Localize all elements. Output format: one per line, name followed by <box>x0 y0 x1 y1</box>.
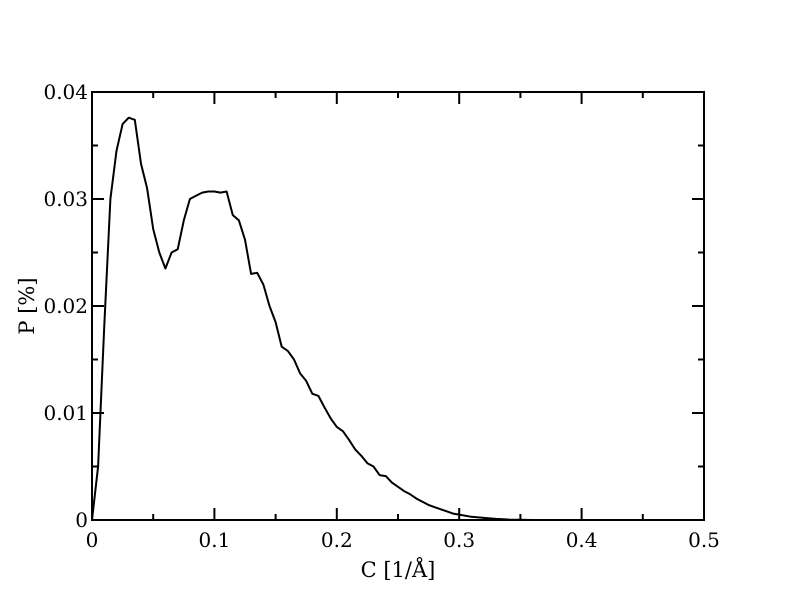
y-tick-labels: 0 0.01 0.02 0.03 0.04 <box>43 80 88 532</box>
y-tick-label: 0.03 <box>43 187 88 211</box>
x-tick-label: 0.4 <box>566 528 598 552</box>
y-axis-label: P [%] <box>15 277 39 334</box>
y-tick-label: 0.01 <box>43 401 88 425</box>
x-tick-label: 0 <box>86 528 99 552</box>
series-line <box>91 116 539 521</box>
x-tick-label: 0.2 <box>321 528 353 552</box>
y-tick-label: 0 <box>75 508 88 532</box>
x-tick-label: 0.3 <box>443 528 475 552</box>
x-axis-label: C [1/Å] <box>361 557 436 582</box>
x-tick-label: 0.5 <box>688 528 720 552</box>
x-tick-labels: 0 0.1 0.2 0.3 0.4 0.5 <box>86 528 720 552</box>
y-tick-label: 0.04 <box>43 80 88 104</box>
x-tick-label: 0.1 <box>198 528 230 552</box>
y-tick-label: 0.02 <box>43 294 88 318</box>
plot-frame <box>91 91 705 521</box>
tick-marks <box>91 91 705 521</box>
